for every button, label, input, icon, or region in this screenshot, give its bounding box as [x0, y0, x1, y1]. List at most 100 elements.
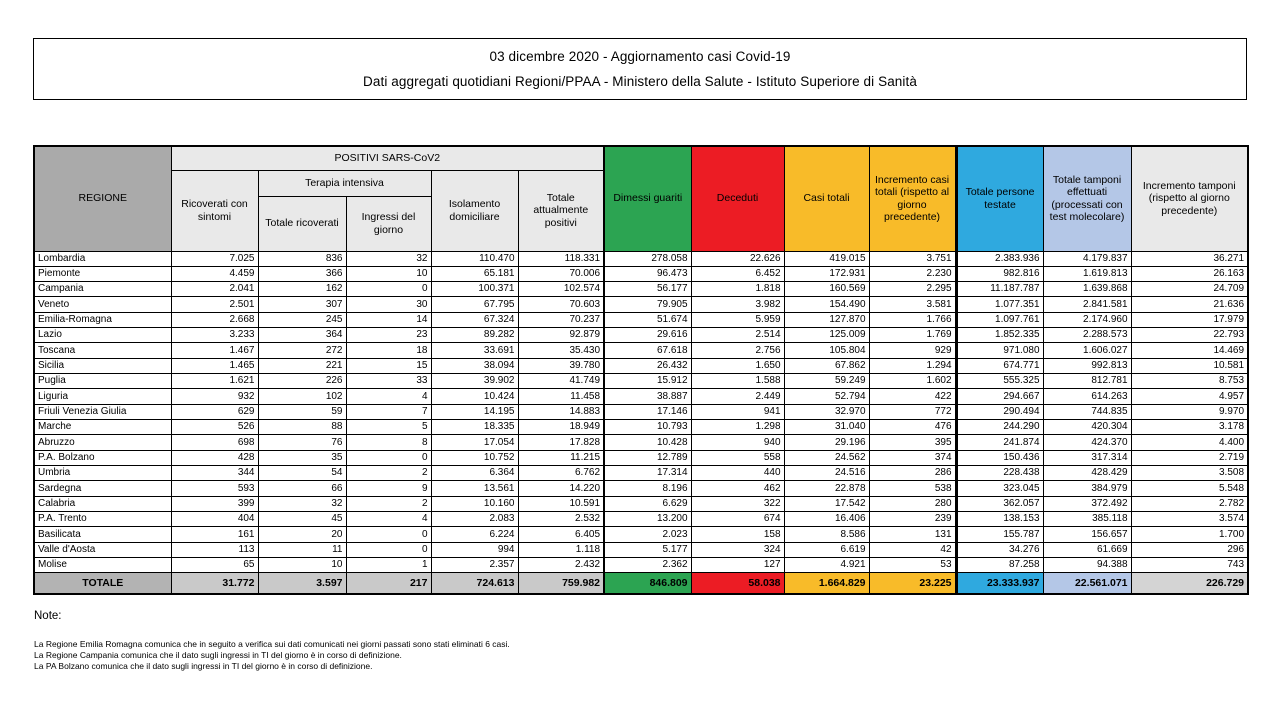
- value-cell: 14: [345, 311, 432, 329]
- value-cell: 344: [170, 465, 259, 482]
- value-cell: 65: [170, 557, 259, 574]
- table-row: Puglia 1.621 226 33 39.902 41.749 15.912 1.588 5…: [33, 373, 1249, 390]
- value-cell: 65.181: [430, 265, 519, 283]
- value-cell: 102.574: [517, 281, 605, 298]
- value-cell: 317.314: [1042, 449, 1132, 467]
- value-cell: 14.469: [1130, 342, 1249, 359]
- value-cell: 296: [1130, 541, 1249, 559]
- value-cell: 29.616: [603, 327, 692, 344]
- value-cell: 3.574: [1130, 511, 1249, 528]
- value-cell: 20: [257, 526, 347, 543]
- value-cell: 2.023: [603, 526, 692, 543]
- value-cell: 555.325: [954, 373, 1044, 390]
- value-cell: 4.400: [1130, 434, 1249, 451]
- value-cell: 15.912: [603, 373, 692, 390]
- value-cell: 362.057: [954, 495, 1044, 513]
- header-tamponi-effettuati: Totale tamponi effettuati (processati co…: [1042, 145, 1132, 252]
- note-line: La PA Bolzano comunica che il dato sugli…: [34, 660, 373, 671]
- value-cell: 226.729: [1130, 572, 1249, 595]
- value-cell: 971.080: [954, 342, 1044, 359]
- value-cell: 1.664.829: [783, 572, 870, 595]
- value-cell: 127: [690, 557, 785, 574]
- value-cell: 162: [257, 281, 347, 298]
- table-row: Basilicata 161 20 0 6.224 6.405 2.023 158 8.586 1…: [33, 526, 1249, 543]
- value-cell: 30: [345, 296, 432, 313]
- value-cell: 2.357: [430, 557, 519, 574]
- value-cell: 1.588: [690, 373, 785, 390]
- value-cell: 38.887: [603, 388, 692, 405]
- value-cell: 10: [257, 557, 347, 574]
- value-cell: 125.009: [783, 327, 870, 344]
- value-cell: 158: [690, 526, 785, 543]
- value-cell: 29.196: [783, 434, 870, 451]
- value-cell: 3.581: [868, 296, 957, 313]
- value-cell: 245: [257, 311, 347, 329]
- value-cell: 76: [257, 434, 347, 451]
- header-deceduti: Deceduti: [690, 145, 785, 252]
- value-cell: 941: [690, 403, 785, 421]
- value-cell: 10.428: [603, 434, 692, 451]
- value-cell: 11: [257, 541, 347, 559]
- table-row: P.A. Bolzano 428 35 0 10.752 11.215 12.789 558 2…: [33, 449, 1249, 467]
- value-cell: 374: [868, 449, 957, 467]
- value-cell: 22.626: [690, 250, 785, 267]
- header-ingressi-giorno: Ingressi del giorno: [345, 195, 432, 252]
- notes-label: Note:: [34, 610, 62, 622]
- value-cell: 241.874: [954, 434, 1044, 451]
- value-cell: 1.650: [690, 357, 785, 375]
- value-cell: 88: [257, 419, 347, 436]
- region-name-cell: Emilia-Romagna: [33, 311, 172, 329]
- value-cell: 100.371: [430, 281, 519, 298]
- value-cell: 2: [345, 465, 432, 482]
- value-cell: 22.878: [783, 480, 870, 497]
- value-cell: 127.870: [783, 311, 870, 329]
- value-cell: 33.691: [430, 342, 519, 359]
- value-cell: 33: [345, 373, 432, 390]
- value-cell: 1.298: [690, 419, 785, 436]
- region-name-cell: Calabria: [33, 495, 172, 513]
- value-cell: 228.438: [954, 465, 1044, 482]
- value-cell: 96.473: [603, 265, 692, 283]
- value-cell: 698: [170, 434, 259, 451]
- value-cell: 41.749: [517, 373, 605, 390]
- value-cell: 4: [345, 511, 432, 528]
- value-cell: 2.230: [868, 265, 957, 283]
- value-cell: 23: [345, 327, 432, 344]
- value-cell: 674.771: [954, 357, 1044, 375]
- value-cell: 61.669: [1042, 541, 1132, 559]
- value-cell: 2.174.960: [1042, 311, 1132, 329]
- value-cell: 2.756: [690, 342, 785, 359]
- value-cell: 1.619.813: [1042, 265, 1132, 283]
- region-name-cell: Sicilia: [33, 357, 172, 375]
- value-cell: 31.772: [170, 572, 259, 595]
- value-cell: 364: [257, 327, 347, 344]
- value-cell: 422: [868, 388, 957, 405]
- value-cell: 3.508: [1130, 465, 1249, 482]
- value-cell: 2.432: [517, 557, 605, 574]
- value-cell: 10.160: [430, 495, 519, 513]
- region-name-cell: TOTALE: [33, 572, 172, 595]
- value-cell: 2.841.581: [1042, 296, 1132, 313]
- value-cell: 366: [257, 265, 347, 283]
- note-line: La Regione Campania comunica che il dato…: [34, 649, 402, 660]
- value-cell: 399: [170, 495, 259, 513]
- value-cell: 226: [257, 373, 347, 390]
- value-cell: 154.490: [783, 296, 870, 313]
- value-cell: 3.233: [170, 327, 259, 344]
- value-cell: 3.751: [868, 250, 957, 267]
- value-cell: 8.586: [783, 526, 870, 543]
- total-row: TOTALE 31.772 3.597 217 724.613 759.982 846.80…: [33, 572, 1249, 595]
- table-row: Lombardia 7.025 836 32 110.470 118.331 278.058…: [33, 250, 1249, 267]
- value-cell: 385.118: [1042, 511, 1132, 528]
- value-cell: 24.516: [783, 465, 870, 482]
- value-cell: 2.782: [1130, 495, 1249, 513]
- value-cell: 8.753: [1130, 373, 1249, 390]
- covid-table: REGIONE POSITIVI SARS-CoV2 Dimessi guari…: [33, 145, 1250, 595]
- table-row: Valle d'Aosta 113 11 0 994 1.118 5.177 324 6.619…: [33, 541, 1249, 559]
- value-cell: 1.602: [868, 373, 957, 390]
- value-cell: 462: [690, 480, 785, 497]
- value-cell: 384.979: [1042, 480, 1132, 497]
- header-incremento-tamponi: Incremento tamponi (rispetto al giorno p…: [1130, 145, 1249, 252]
- header-totale-ricoverati: Totale ricoverati: [257, 195, 347, 252]
- value-cell: 3.982: [690, 296, 785, 313]
